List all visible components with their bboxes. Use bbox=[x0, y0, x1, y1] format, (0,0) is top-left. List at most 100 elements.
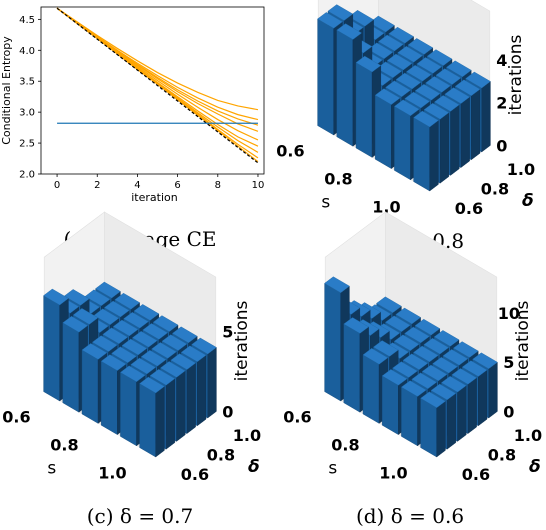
bar-front-face bbox=[362, 354, 380, 424]
bar-side-face bbox=[488, 361, 498, 419]
bar-side-face bbox=[207, 346, 217, 419]
series-line-9 bbox=[56, 7, 259, 164]
bar-side-face bbox=[436, 400, 446, 458]
bar-top-face bbox=[104, 300, 130, 318]
bar-top-face bbox=[93, 308, 120, 326]
bar-top-face bbox=[191, 337, 217, 355]
bar-front-face bbox=[382, 375, 399, 435]
bar-top-face bbox=[407, 38, 434, 55]
bar-top-face bbox=[151, 342, 177, 359]
bar-top-face bbox=[420, 391, 446, 408]
bar-side-face bbox=[439, 112, 449, 184]
bar-top-face bbox=[465, 71, 491, 89]
bar-side-face bbox=[460, 96, 470, 169]
bar-top-face bbox=[433, 330, 460, 347]
bar-top-face bbox=[406, 64, 432, 82]
bar-side-face bbox=[155, 385, 165, 458]
bar-top-face bbox=[139, 376, 165, 394]
bar-top-face bbox=[172, 326, 198, 344]
bar-top-face bbox=[348, 10, 374, 27]
x-tick-label: 2 bbox=[94, 180, 100, 191]
s-tick-label: 1.0 bbox=[379, 463, 407, 482]
delta-axis-label: δ bbox=[248, 457, 260, 477]
bar-top-face bbox=[404, 91, 430, 109]
delta-tick-label: 0.8 bbox=[481, 180, 509, 199]
y-tick-label: 3.5 bbox=[19, 77, 35, 88]
bar-top-face bbox=[161, 334, 188, 351]
bar-top-face bbox=[413, 110, 439, 128]
delta-tick-label: 1.0 bbox=[514, 426, 542, 445]
bar-top-face bbox=[472, 352, 498, 369]
s-tick-label: 0.6 bbox=[2, 407, 30, 426]
bar-side-face bbox=[446, 393, 456, 450]
bar-top-face bbox=[81, 343, 108, 360]
bar-front-face bbox=[120, 372, 137, 447]
bar-top-face bbox=[374, 88, 401, 105]
bar-side-face bbox=[186, 362, 196, 435]
bar-side-face bbox=[481, 80, 491, 153]
s-axis-label: s bbox=[321, 193, 330, 213]
caption-d: (d) δ = 0.6 bbox=[356, 504, 464, 528]
x-tick-label: 10 bbox=[252, 180, 265, 191]
bar-top-face bbox=[446, 60, 472, 78]
bar-top-face bbox=[336, 23, 362, 40]
bar-top-face bbox=[425, 76, 451, 93]
bar-top-face bbox=[423, 102, 450, 120]
bar-top-face bbox=[317, 12, 343, 29]
delta-tick-label: 1.0 bbox=[233, 426, 261, 445]
bar-top-face bbox=[132, 330, 158, 348]
bar-top-face bbox=[112, 319, 139, 337]
bar-side-face bbox=[478, 369, 488, 427]
bar-top-face bbox=[386, 53, 413, 71]
bar-top-face bbox=[426, 49, 453, 66]
bar-top-face bbox=[416, 57, 442, 74]
bar-top-face bbox=[411, 372, 437, 389]
s-axis-label: s bbox=[47, 459, 56, 479]
bar-side-face bbox=[176, 370, 186, 442]
bar-front-face bbox=[420, 397, 437, 458]
bar-top-face bbox=[180, 345, 207, 363]
bar-top-face bbox=[43, 288, 69, 306]
s-tick-label: 0.8 bbox=[331, 435, 359, 454]
bar-side-face bbox=[429, 119, 439, 192]
s-tick-label: 0.8 bbox=[50, 435, 78, 454]
bar bbox=[413, 110, 439, 192]
bar-top-face bbox=[430, 383, 457, 401]
bar-front-face bbox=[336, 29, 354, 147]
bar-front-face bbox=[100, 360, 118, 435]
series-line-0 bbox=[56, 7, 259, 111]
bar-top-face bbox=[343, 317, 369, 334]
bar-front-face bbox=[317, 18, 334, 136]
bar-side-face bbox=[450, 104, 460, 176]
bar-top-face bbox=[397, 45, 423, 63]
z-tick-label: 5 bbox=[503, 353, 514, 372]
bar-top-face bbox=[355, 55, 382, 73]
bar-top-face bbox=[432, 356, 458, 374]
bar-side-face bbox=[197, 354, 207, 427]
bar-top-face bbox=[152, 315, 179, 332]
bar bbox=[420, 391, 446, 458]
bar-top-face bbox=[423, 337, 449, 355]
bar-top-face bbox=[394, 99, 420, 117]
bar-top-face bbox=[123, 311, 149, 329]
bar-top-face bbox=[421, 364, 448, 382]
bar-side-face bbox=[471, 88, 481, 161]
delta-tick-label: 0.8 bbox=[488, 446, 516, 465]
y-tick-label: 4.0 bbox=[19, 46, 35, 57]
caption-c: (c) δ = 0.7 bbox=[87, 504, 193, 528]
bar-top-face bbox=[401, 380, 427, 397]
bar-front-face bbox=[324, 282, 341, 402]
delta-tick-label: 0.6 bbox=[455, 199, 483, 218]
bar-top-face bbox=[142, 323, 168, 340]
bar-top-face bbox=[395, 307, 421, 325]
s-tick-label: 0.6 bbox=[283, 407, 311, 426]
bar-top-face bbox=[369, 15, 395, 33]
x-tick-label: 4 bbox=[134, 180, 140, 191]
bar-top-face bbox=[133, 304, 160, 321]
bar-top-face bbox=[388, 26, 414, 44]
bar-top-face bbox=[435, 68, 462, 85]
z-tick-label: 0 bbox=[222, 402, 233, 421]
bar-top-face bbox=[140, 349, 167, 367]
